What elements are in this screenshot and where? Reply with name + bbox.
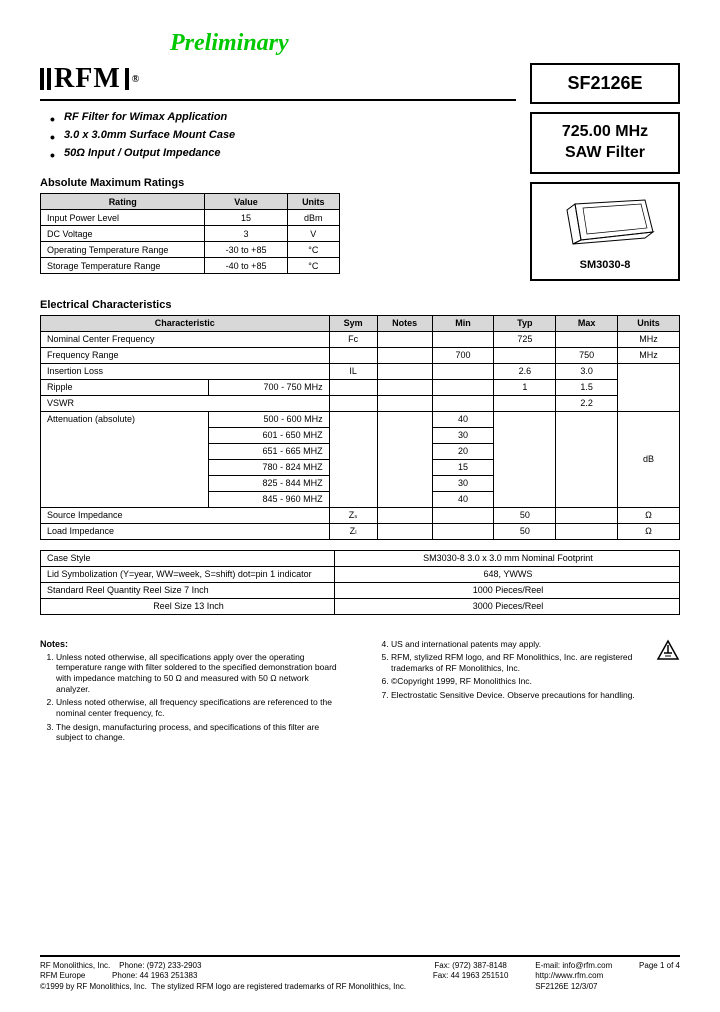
freq-line2: SAW Filter bbox=[538, 143, 672, 164]
header-rule bbox=[40, 99, 516, 101]
feature-bullets: RF Filter for Wimax Application 3.0 x 3.… bbox=[50, 111, 516, 159]
th-units: Units bbox=[287, 194, 339, 210]
th-max: Max bbox=[556, 315, 618, 331]
notes-right: US and international patents may apply. … bbox=[375, 639, 680, 746]
table-row: VSWR2.2 bbox=[41, 395, 680, 411]
notes-left: Notes: Unless noted otherwise, all speci… bbox=[40, 639, 345, 746]
footer-col3: E-mail: info@rfm.com http://www.rfm.com … bbox=[535, 961, 612, 992]
table-row: DC Voltage3V bbox=[41, 226, 340, 242]
table-row: Storage Temperature Range-40 to +85°C bbox=[41, 258, 340, 274]
package-box: SM3030-8 bbox=[530, 182, 680, 281]
note-item: ©Copyright 1999, RF Monolithics Inc. bbox=[391, 676, 680, 687]
ratings-title: Absolute Maximum Ratings bbox=[40, 177, 516, 189]
table-row: Ripple700 - 750 MHz11.5 bbox=[41, 379, 680, 395]
footer-page: Page 1 of 4 bbox=[639, 961, 680, 992]
footer-col2: Fax: (972) 387-8148 Fax: 44 1963 251510 bbox=[433, 961, 509, 992]
logo-text: RFM bbox=[54, 63, 121, 95]
left-column: RFM ® RF Filter for Wimax Application 3.… bbox=[40, 63, 516, 274]
table-row: Source ImpedanceZₛ50Ω bbox=[41, 507, 680, 523]
notes-title: Notes: bbox=[40, 639, 345, 650]
note-item: US and international patents may apply. bbox=[391, 639, 680, 650]
th-units: Units bbox=[618, 315, 680, 331]
case-table: Case StyleSM3030-8 3.0 x 3.0 mm Nominal … bbox=[40, 550, 680, 615]
note-item: Unless noted otherwise, all frequency sp… bbox=[56, 697, 345, 718]
package-label: SM3030-8 bbox=[538, 259, 672, 271]
preliminary-label: Preliminary bbox=[170, 30, 680, 57]
footer: RF Monolithics, Inc. Phone: (972) 233-29… bbox=[40, 955, 680, 992]
ec-title: Electrical Characteristics bbox=[40, 299, 680, 311]
bullet-item: RF Filter for Wimax Application bbox=[50, 111, 516, 123]
table-row: Nominal Center FrequencyFᴄ725MHz bbox=[41, 331, 680, 347]
table-row: Load ImpedanceZₗ50Ω bbox=[41, 523, 680, 539]
top-content: RFM ® RF Filter for Wimax Application 3.… bbox=[40, 63, 680, 281]
freq-line1: 725.00 MHz bbox=[538, 122, 672, 143]
table-row: Attenuation (absolute)500 - 600 MHz40dB bbox=[41, 411, 680, 427]
th-rating: Rating bbox=[41, 194, 205, 210]
bullet-item: 50Ω Input / Output Impedance bbox=[50, 147, 516, 159]
bullet-item: 3.0 x 3.0mm Surface Mount Case bbox=[50, 129, 516, 141]
table-row: Lid Symbolization (Y=year, WW=week, S=sh… bbox=[41, 566, 680, 582]
part-number: SF2126E bbox=[538, 73, 672, 94]
esd-icon bbox=[656, 639, 680, 663]
th-char: Characteristic bbox=[41, 315, 330, 331]
th-value: Value bbox=[205, 194, 287, 210]
th-min: Min bbox=[432, 315, 494, 331]
table-row: Standard Reel Quantity Reel Size 7 Inch1… bbox=[41, 582, 680, 598]
table-row: Operating Temperature Range-30 to +85°C bbox=[41, 242, 340, 258]
th-notes: Notes bbox=[377, 315, 432, 331]
note-item: Unless noted otherwise, all specificatio… bbox=[56, 652, 345, 695]
table-row: Insertion LossIL2.63.0 bbox=[41, 363, 680, 379]
note-item: Electrostatic Sensitive Device. Observe … bbox=[391, 690, 680, 701]
ec-table: Characteristic Sym Notes Min Typ Max Uni… bbox=[40, 315, 680, 540]
ratings-table: Rating Value Units Input Power Level15dB… bbox=[40, 193, 340, 274]
table-row: Reel Size 13 Inch3000 Pieces/Reel bbox=[41, 598, 680, 614]
package-icon bbox=[538, 192, 672, 252]
note-item: RFM, stylized RFM logo, and RF Monolithi… bbox=[391, 652, 680, 673]
freq-box: 725.00 MHz SAW Filter bbox=[530, 112, 680, 174]
part-number-box: SF2126E bbox=[530, 63, 680, 104]
table-row: Input Power Level15dBm bbox=[41, 210, 340, 226]
footer-col1: RF Monolithics, Inc. Phone: (972) 233-29… bbox=[40, 961, 406, 992]
right-boxes: SF2126E 725.00 MHz SAW Filter SM3030-8 bbox=[530, 63, 680, 281]
th-typ: Typ bbox=[494, 315, 556, 331]
note-item: The design, manufacturing process, and s… bbox=[56, 722, 345, 743]
notes-section: Notes: Unless noted otherwise, all speci… bbox=[40, 639, 680, 746]
logo-reg: ® bbox=[132, 74, 140, 85]
table-row: Frequency Range700750MHz bbox=[41, 347, 680, 363]
rfm-logo: RFM ® bbox=[40, 63, 516, 95]
th-sym: Sym bbox=[329, 315, 377, 331]
table-row: Case StyleSM3030-8 3.0 x 3.0 mm Nominal … bbox=[41, 550, 680, 566]
